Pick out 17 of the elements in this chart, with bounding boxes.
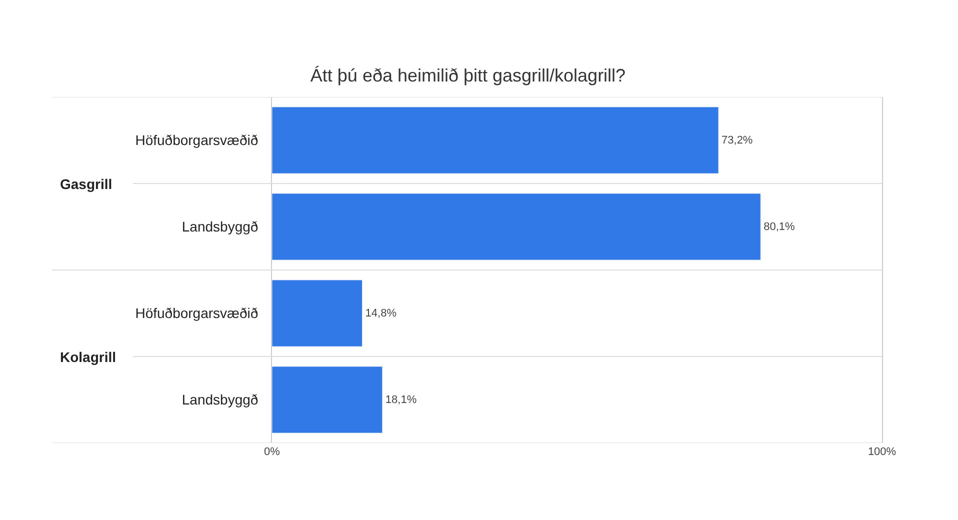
x-tick-label: 0% <box>264 446 280 458</box>
bar <box>272 280 363 347</box>
x-tick-label: 100% <box>868 446 896 458</box>
data-label: 18,1% <box>385 394 417 406</box>
y-tick-label: Höfuðborgarsvæðið <box>135 305 258 322</box>
bar <box>272 366 383 434</box>
y-tick-label: Landsbyggð <box>182 392 258 408</box>
bar <box>272 106 719 174</box>
data-label: 14,8% <box>365 307 397 320</box>
chart-title: Átt þú eða heimilið þitt gasgrill/kolagrill? <box>310 65 626 86</box>
text: Gasgrill <box>60 176 112 192</box>
bar <box>272 193 761 260</box>
data-label: 80,1% <box>764 220 796 233</box>
y-tick-label: Höfuðborgarsvæðið <box>135 132 258 148</box>
data-label: 73,2% <box>722 134 753 146</box>
text: Kolagrill <box>60 349 116 365</box>
y-tick-label: Landsbyggð <box>182 218 258 235</box>
